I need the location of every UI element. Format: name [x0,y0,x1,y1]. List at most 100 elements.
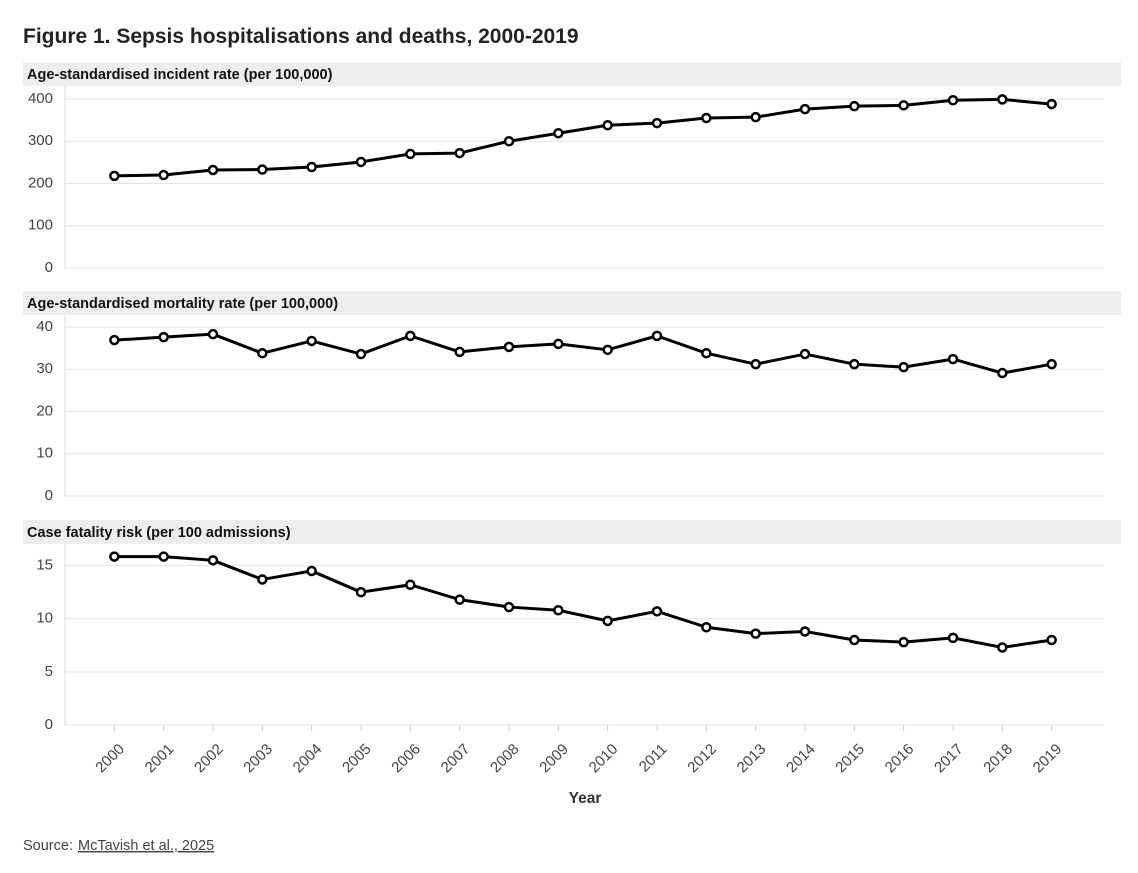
x-tick-label: 2011 [636,741,671,776]
panel-header [23,520,1121,544]
data-point [454,147,465,159]
x-tick-label: 2013 [734,741,770,777]
data-point [355,348,367,360]
data-point [750,111,761,123]
y-tick-label: 20 [36,402,53,419]
data-point [207,164,219,176]
y-tick-label: 15 [36,557,53,574]
source-link[interactable]: McTavish et al., 2025 [78,838,214,854]
data-point [257,347,268,359]
data-point [454,594,465,605]
data-point [651,606,663,617]
y-tick-label: 10 [36,610,53,627]
data-point [898,100,909,111]
data-point [355,156,367,168]
data-point [257,574,268,585]
y-tick-label: 100 [28,217,53,234]
data-point [799,626,811,637]
data-point [207,328,219,340]
data-point [1046,634,1057,646]
data-point [898,636,909,648]
y-tick-label: 10 [36,445,53,462]
data-point [503,341,515,353]
data-point [158,331,169,343]
y-tick-label: 0 [45,487,53,504]
data-point [1046,358,1057,370]
data-point [553,605,564,616]
panel-header [23,62,1121,86]
data-point [503,136,515,147]
data-point [109,170,120,182]
x-tick-label: 2008 [487,741,523,777]
data-point [109,551,120,562]
data-point [947,95,959,106]
x-tick-label: 2018 [980,741,1016,777]
data-point [602,615,613,627]
x-tick-label: 2001 [142,741,178,777]
data-point [947,353,959,365]
data-point [602,119,613,131]
x-tick-label: 2005 [339,741,375,777]
x-tick-label: 2006 [388,741,424,777]
series-line [114,332,1052,375]
data-point [701,112,712,124]
y-tick-label: 200 [28,174,53,191]
x-tick-label: 2014 [783,741,819,777]
y-tick-label: 0 [45,716,53,733]
x-tick-label: 2017 [931,741,967,777]
data-point [306,335,317,347]
data-point [997,642,1008,653]
x-axis-label: Year [569,790,602,807]
data-point [701,622,712,633]
x-tick-label: 2010 [586,741,622,777]
y-tick-label: 5 [45,663,53,680]
data-point [158,169,169,181]
figure-title: Figure 1. Sepsis hospitalisations and de… [23,25,579,48]
data-point [306,565,317,577]
y-tick-label: 0 [45,259,53,276]
data-point [207,555,219,566]
data-point [257,164,268,175]
data-point [355,586,367,598]
data-point [799,103,811,115]
series-line [114,97,1052,178]
data-point [405,330,416,342]
panel-title: Age-standardised incident rate (per 100,… [27,67,333,83]
data-point [553,127,564,139]
data-point [701,347,712,359]
x-tick-label: 2015 [832,741,868,777]
series-line [114,555,1052,649]
x-tick-label: 2019 [1030,741,1066,777]
panel-title: Case fatality risk (per 100 admissions) [27,525,291,541]
panel-header [23,291,1121,315]
data-point [898,361,909,373]
data-point [750,628,761,639]
x-tick-label: 2000 [92,741,128,777]
data-point [158,551,169,562]
data-point [849,634,860,646]
data-point [306,161,317,173]
data-point [947,632,959,644]
x-tick-label: 2007 [438,741,474,777]
panel-title: Age-standardised mortality rate (per 100… [27,296,338,312]
data-point [503,601,515,613]
data-point [405,579,416,590]
data-point [109,334,120,346]
x-tick-label: 2012 [684,741,720,777]
data-point [799,348,811,360]
data-point [651,117,663,129]
x-tick-label: 2009 [536,741,572,777]
data-point [553,338,564,350]
data-point [1046,98,1057,110]
source-label: Source: [23,838,73,854]
data-point [454,346,465,358]
data-point [997,94,1008,105]
x-tick-label: 2004 [290,741,326,777]
y-tick-label: 400 [28,90,53,107]
y-tick-label: 300 [28,132,53,149]
y-tick-label: 40 [36,318,53,335]
data-point [602,344,613,356]
data-point [849,358,860,370]
